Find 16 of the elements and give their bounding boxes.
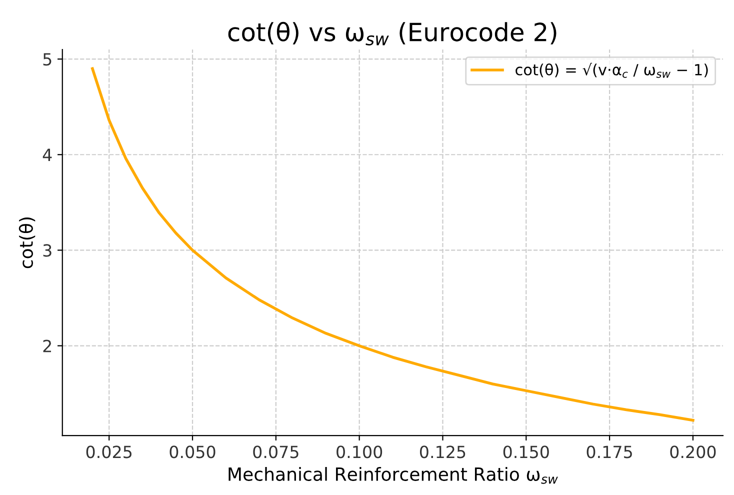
legend-label: cot(θ) = √(v·α$_{c}$ / ω$_{sw}$ − 1)	[516, 62, 708, 78]
x-tick-label: 0.200	[670, 446, 716, 458]
y-axis-title: cot(θ)	[18, 218, 36, 268]
y-tick-label: 4	[42, 148, 52, 161]
x-tick-label: 0.025	[86, 446, 132, 458]
x-tick-label: 0.175	[586, 446, 632, 458]
y-tick-label: 3	[43, 244, 52, 257]
chart-title: cot(θ) vs ω$_{sw}$ (Eurocode 2)	[228, 22, 556, 46]
x-axis-title: Mechanical Reinforcement Ratio ω$_{sw}$	[228, 467, 558, 484]
y-tick-label: 2	[43, 340, 51, 352]
x-tick-label: 0.050	[170, 446, 216, 458]
x-tick-label: 0.100	[336, 446, 382, 458]
x-tick-label: 0.125	[420, 446, 466, 458]
y-tick-label: 5	[43, 53, 52, 66]
x-tick-label: 0.075	[253, 446, 298, 458]
x-tick-label: 0.150	[503, 446, 549, 458]
